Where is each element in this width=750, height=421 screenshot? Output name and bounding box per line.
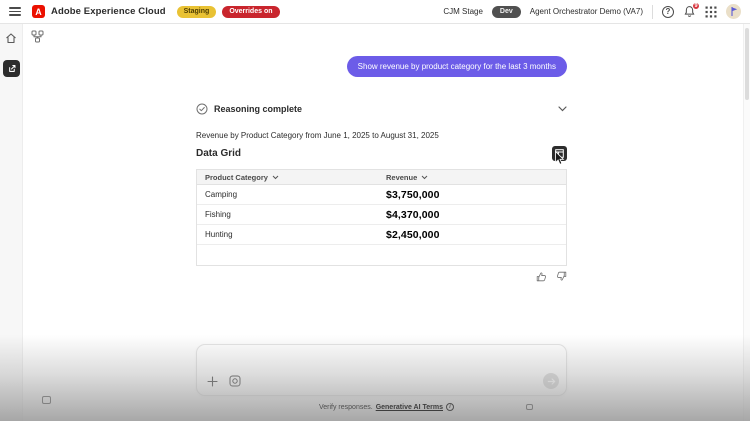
plus-icon[interactable] bbox=[207, 375, 218, 387]
check-circle-icon bbox=[196, 103, 208, 115]
reasoning-panel-header[interactable]: Reasoning complete bbox=[196, 101, 567, 117]
dev-badge: Dev bbox=[491, 5, 521, 18]
data-grid: Product Category Revenue Camping $3,750,… bbox=[196, 169, 567, 266]
image-icon[interactable] bbox=[229, 375, 241, 387]
video-control-icon bbox=[42, 396, 51, 404]
scrollbar-thumb[interactable] bbox=[745, 28, 749, 100]
composer-toolbar bbox=[207, 373, 559, 389]
cell-category: Camping bbox=[205, 190, 238, 199]
home-icon[interactable] bbox=[4, 31, 18, 50]
send-icon bbox=[547, 377, 555, 385]
menu-icon[interactable] bbox=[9, 7, 21, 16]
scrollbar[interactable] bbox=[743, 24, 750, 421]
table-row[interactable]: Fishing $4,370,000 bbox=[197, 205, 566, 225]
data-grid-title: Data Grid bbox=[196, 148, 242, 159]
bell-icon[interactable]: 9 bbox=[683, 2, 700, 18]
cell-revenue: $2,450,000 bbox=[386, 228, 440, 241]
overrides-badge[interactable]: Overrides on bbox=[222, 5, 280, 18]
org-label: CJM Stage bbox=[443, 7, 483, 16]
avatar[interactable] bbox=[726, 4, 741, 19]
adobe-logo[interactable]: A bbox=[32, 5, 45, 18]
cell-revenue: $4,370,000 bbox=[386, 208, 440, 221]
thumbs-down-icon[interactable] bbox=[556, 271, 567, 282]
grid-view-icon[interactable] bbox=[552, 146, 567, 161]
column-header-product-category[interactable]: Product Category bbox=[197, 173, 386, 182]
response-summary: Revenue by Product Category from June 1,… bbox=[196, 131, 439, 140]
adobe-logo-letter: A bbox=[35, 6, 42, 17]
sort-chevron-icon[interactable] bbox=[272, 175, 279, 180]
notification-badge: 9 bbox=[692, 2, 700, 10]
reasoning-status: Reasoning complete bbox=[214, 104, 303, 114]
top-bar: A Adobe Experience Cloud Staging Overrid… bbox=[0, 0, 750, 24]
left-nav-rail bbox=[0, 24, 23, 421]
staging-badge: Staging bbox=[176, 5, 217, 18]
workspace-label[interactable]: Agent Orchestrator Demo (VA7) bbox=[529, 7, 643, 16]
chevron-down-icon[interactable] bbox=[558, 106, 567, 112]
send-button[interactable] bbox=[543, 373, 559, 389]
app-title: Adobe Experience Cloud bbox=[51, 6, 166, 17]
apps-icon[interactable] bbox=[705, 6, 717, 18]
sort-chevron-icon[interactable] bbox=[421, 175, 428, 180]
generative-ai-terms-link[interactable]: Generative AI Terms bbox=[375, 403, 443, 411]
divider bbox=[652, 4, 653, 19]
message-composer bbox=[196, 344, 567, 396]
video-control-icon bbox=[526, 404, 533, 410]
footer: Verify responses. Generative AI Terms i bbox=[23, 403, 750, 411]
info-icon: i bbox=[446, 403, 454, 411]
column-header-revenue[interactable]: Revenue bbox=[386, 173, 566, 182]
grid-title-row: Data Grid bbox=[196, 146, 567, 161]
cell-category: Hunting bbox=[205, 230, 233, 239]
cell-category: Fishing bbox=[205, 210, 231, 219]
message-input[interactable] bbox=[207, 351, 556, 371]
top-bar-right: CJM Stage Dev Agent Orchestrator Demo (V… bbox=[443, 2, 741, 19]
agent-workspace-icon[interactable] bbox=[2, 60, 20, 77]
verify-text: Verify responses. bbox=[318, 403, 373, 411]
feedback-row bbox=[196, 271, 567, 282]
data-grid-header: Product Category Revenue bbox=[197, 170, 566, 185]
user-message-bubble: Show revenue by product category for the… bbox=[346, 56, 567, 77]
thumbs-up-icon[interactable] bbox=[536, 271, 547, 282]
help-icon[interactable]: ? bbox=[662, 5, 674, 18]
cell-revenue: $3,750,000 bbox=[386, 188, 440, 201]
table-row[interactable]: Hunting $2,450,000 bbox=[197, 225, 566, 245]
table-row[interactable]: Camping $3,750,000 bbox=[197, 185, 566, 205]
workflow-icon[interactable] bbox=[31, 30, 44, 48]
